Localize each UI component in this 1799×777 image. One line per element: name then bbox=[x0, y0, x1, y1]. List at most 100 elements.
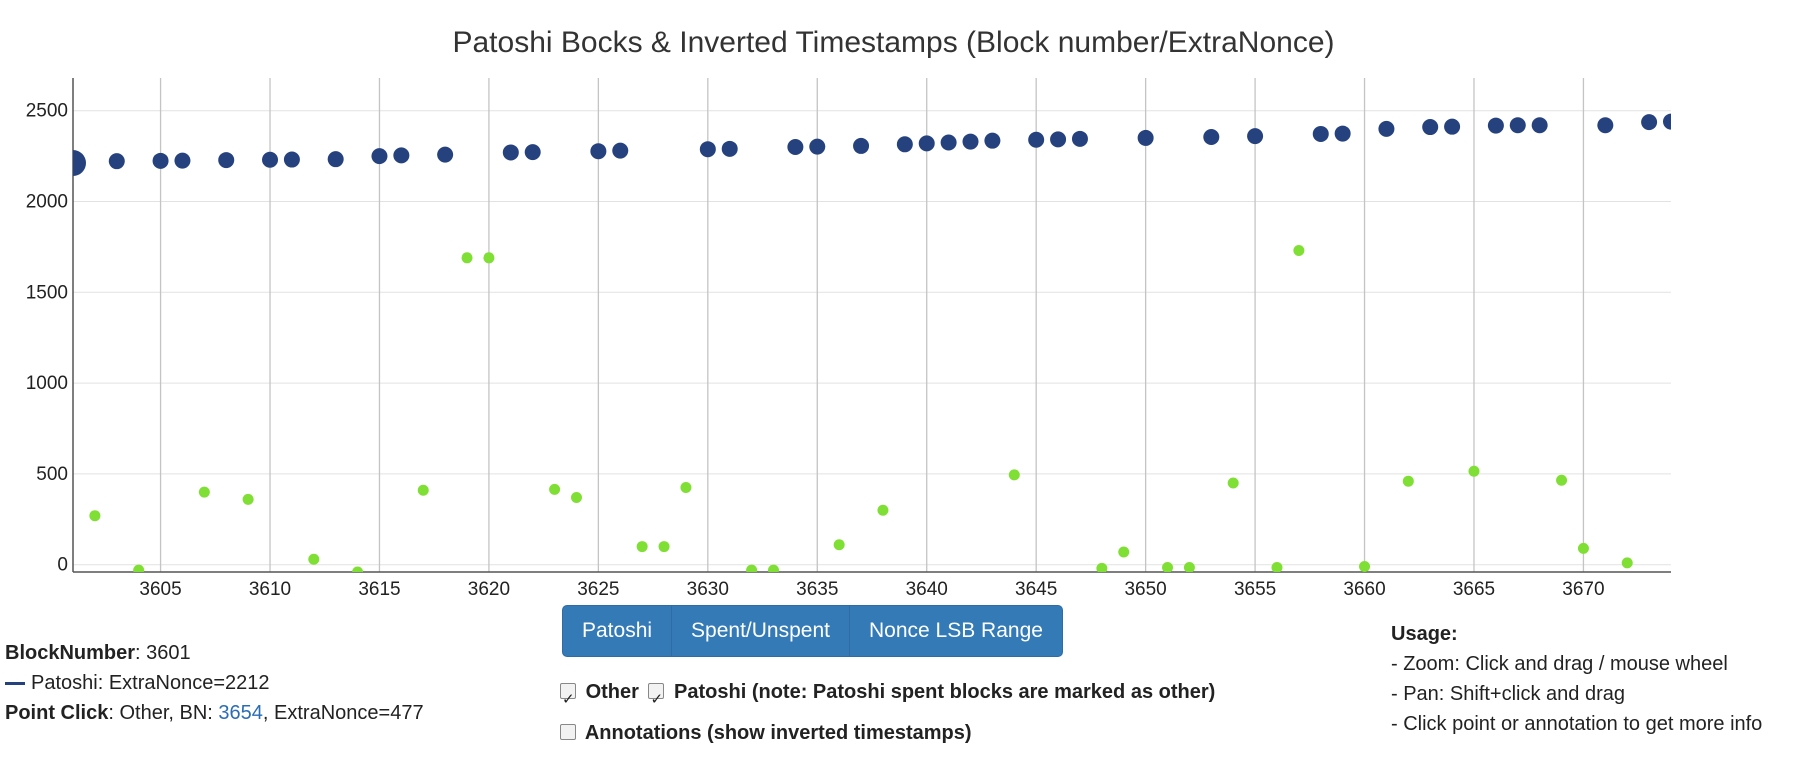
patoshi-point[interactable] bbox=[60, 150, 86, 176]
patoshi-point[interactable] bbox=[371, 148, 388, 165]
patoshi-point[interactable] bbox=[108, 153, 125, 170]
annotations-checkbox-label[interactable]: Annotations (show inverted timestamps) bbox=[584, 722, 972, 744]
other-point[interactable] bbox=[570, 492, 582, 504]
other-point[interactable] bbox=[308, 553, 320, 565]
y-tick-label: 2000 bbox=[26, 192, 68, 213]
patoshi-point[interactable] bbox=[612, 142, 629, 159]
patoshi-point[interactable] bbox=[262, 151, 279, 168]
x-tick-label: 3620 bbox=[468, 579, 510, 600]
other-point[interactable] bbox=[133, 564, 145, 576]
patoshi-point[interactable] bbox=[1203, 129, 1220, 146]
other-point[interactable] bbox=[1577, 542, 1589, 554]
x-tick-label: 3640 bbox=[906, 579, 948, 600]
patoshi-point[interactable] bbox=[1137, 129, 1154, 146]
other-checkbox-label[interactable]: Other bbox=[585, 681, 639, 703]
patoshi-point[interactable] bbox=[1247, 128, 1264, 145]
patoshi-legend-line bbox=[5, 682, 25, 686]
view-mode-button-group: Patoshi Spent/Unspent Nonce LSB Range bbox=[562, 605, 1063, 657]
annotations-checkbox[interactable] bbox=[560, 724, 576, 740]
x-tick-label: 3655 bbox=[1234, 579, 1276, 600]
other-point[interactable] bbox=[1118, 546, 1130, 558]
other-point[interactable] bbox=[549, 483, 561, 495]
other-point[interactable] bbox=[636, 541, 648, 553]
other-point[interactable] bbox=[1271, 561, 1283, 573]
other-point[interactable] bbox=[1556, 474, 1568, 486]
patoshi-point[interactable] bbox=[1641, 114, 1658, 131]
patoshi-point[interactable] bbox=[283, 151, 300, 168]
other-point[interactable] bbox=[417, 484, 429, 496]
other-checkbox[interactable] bbox=[560, 679, 576, 720]
other-point[interactable] bbox=[1227, 477, 1239, 489]
y-tick-label: 0 bbox=[57, 555, 68, 576]
chart-plot[interactable]: 0 500 1000 1500 2000 2500 3605 3610 3615 3620 3625… bbox=[0, 0, 1799, 600]
y-tick-label: 1500 bbox=[26, 282, 68, 303]
patoshi-point[interactable] bbox=[918, 135, 935, 152]
other-point[interactable] bbox=[877, 504, 889, 516]
patoshi-point[interactable] bbox=[940, 134, 957, 151]
other-point[interactable] bbox=[833, 539, 845, 551]
patoshi-point[interactable] bbox=[590, 143, 607, 160]
patoshi-point[interactable] bbox=[1312, 125, 1329, 142]
other-point[interactable] bbox=[1008, 469, 1020, 481]
patoshi-point[interactable] bbox=[1487, 117, 1504, 134]
y-tick-label: 500 bbox=[36, 464, 68, 485]
other-point[interactable] bbox=[352, 566, 364, 578]
patoshi-point[interactable] bbox=[393, 147, 410, 164]
patoshi-point[interactable] bbox=[1597, 117, 1614, 134]
other-point[interactable] bbox=[1293, 245, 1305, 257]
patoshi-point[interactable] bbox=[1334, 125, 1351, 142]
usage-click: - Click point or annotation to get more … bbox=[1391, 713, 1763, 735]
patoshi-point[interactable] bbox=[1509, 117, 1526, 134]
spent-unspent-button[interactable]: Spent/Unspent bbox=[672, 606, 850, 656]
other-point[interactable] bbox=[658, 541, 670, 553]
patoshi-point[interactable] bbox=[327, 151, 344, 168]
patoshi-checkbox[interactable] bbox=[648, 679, 665, 720]
other-point[interactable] bbox=[1468, 465, 1480, 477]
other-point[interactable] bbox=[1359, 561, 1371, 572]
patoshi-point[interactable] bbox=[1444, 118, 1461, 135]
patoshi-point[interactable] bbox=[699, 141, 716, 158]
patoshi-point[interactable] bbox=[1071, 130, 1088, 147]
other-point[interactable] bbox=[242, 493, 254, 505]
patoshi-point[interactable] bbox=[787, 139, 804, 156]
x-tick-label: 3615 bbox=[358, 579, 400, 600]
other-point[interactable] bbox=[767, 564, 779, 576]
patoshi-point[interactable] bbox=[1050, 131, 1067, 148]
other-point[interactable] bbox=[1183, 561, 1195, 573]
patoshi-point[interactable] bbox=[152, 152, 169, 169]
other-point[interactable] bbox=[89, 510, 101, 522]
patoshi-point[interactable] bbox=[218, 152, 235, 169]
patoshi-button[interactable]: Patoshi bbox=[563, 606, 673, 656]
other-point[interactable] bbox=[1162, 561, 1174, 573]
other-point[interactable] bbox=[746, 564, 758, 576]
patoshi-point[interactable] bbox=[524, 144, 541, 161]
patoshi-point[interactable] bbox=[174, 152, 191, 169]
patoshi-point[interactable] bbox=[721, 140, 738, 157]
info-panel: BlockNumber: 3601 Patoshi: ExtraNonce=22… bbox=[5, 638, 424, 728]
patoshi-point[interactable] bbox=[1378, 120, 1395, 137]
patoshi-point[interactable] bbox=[984, 132, 1001, 149]
patoshi-point[interactable] bbox=[809, 138, 826, 155]
other-point[interactable] bbox=[483, 252, 495, 264]
block-number-link[interactable]: 3654 bbox=[218, 702, 263, 724]
patoshi-point[interactable] bbox=[1531, 117, 1548, 134]
other-point[interactable] bbox=[198, 486, 210, 498]
patoshi-point[interactable] bbox=[502, 144, 519, 161]
patoshi-point[interactable] bbox=[896, 136, 913, 153]
other-point[interactable] bbox=[461, 252, 473, 264]
points-layer bbox=[60, 113, 1679, 578]
x-tick-label: 3650 bbox=[1124, 579, 1166, 600]
patoshi-point[interactable] bbox=[437, 146, 454, 163]
patoshi-checkbox-label[interactable]: Patoshi (note: Patoshi spent blocks are … bbox=[674, 681, 1216, 703]
other-point[interactable] bbox=[1402, 475, 1414, 487]
other-point[interactable] bbox=[1621, 557, 1633, 569]
patoshi-point[interactable] bbox=[1663, 113, 1679, 130]
nonce-lsb-range-button[interactable]: Nonce LSB Range bbox=[868, 619, 1043, 642]
x-tick-label: 3660 bbox=[1343, 579, 1385, 600]
patoshi-point[interactable] bbox=[853, 137, 870, 154]
patoshi-point[interactable] bbox=[1422, 119, 1439, 136]
patoshi-point[interactable] bbox=[962, 133, 979, 150]
other-point[interactable] bbox=[680, 482, 692, 494]
patoshi-point[interactable] bbox=[1028, 131, 1045, 148]
other-point[interactable] bbox=[1096, 562, 1108, 574]
